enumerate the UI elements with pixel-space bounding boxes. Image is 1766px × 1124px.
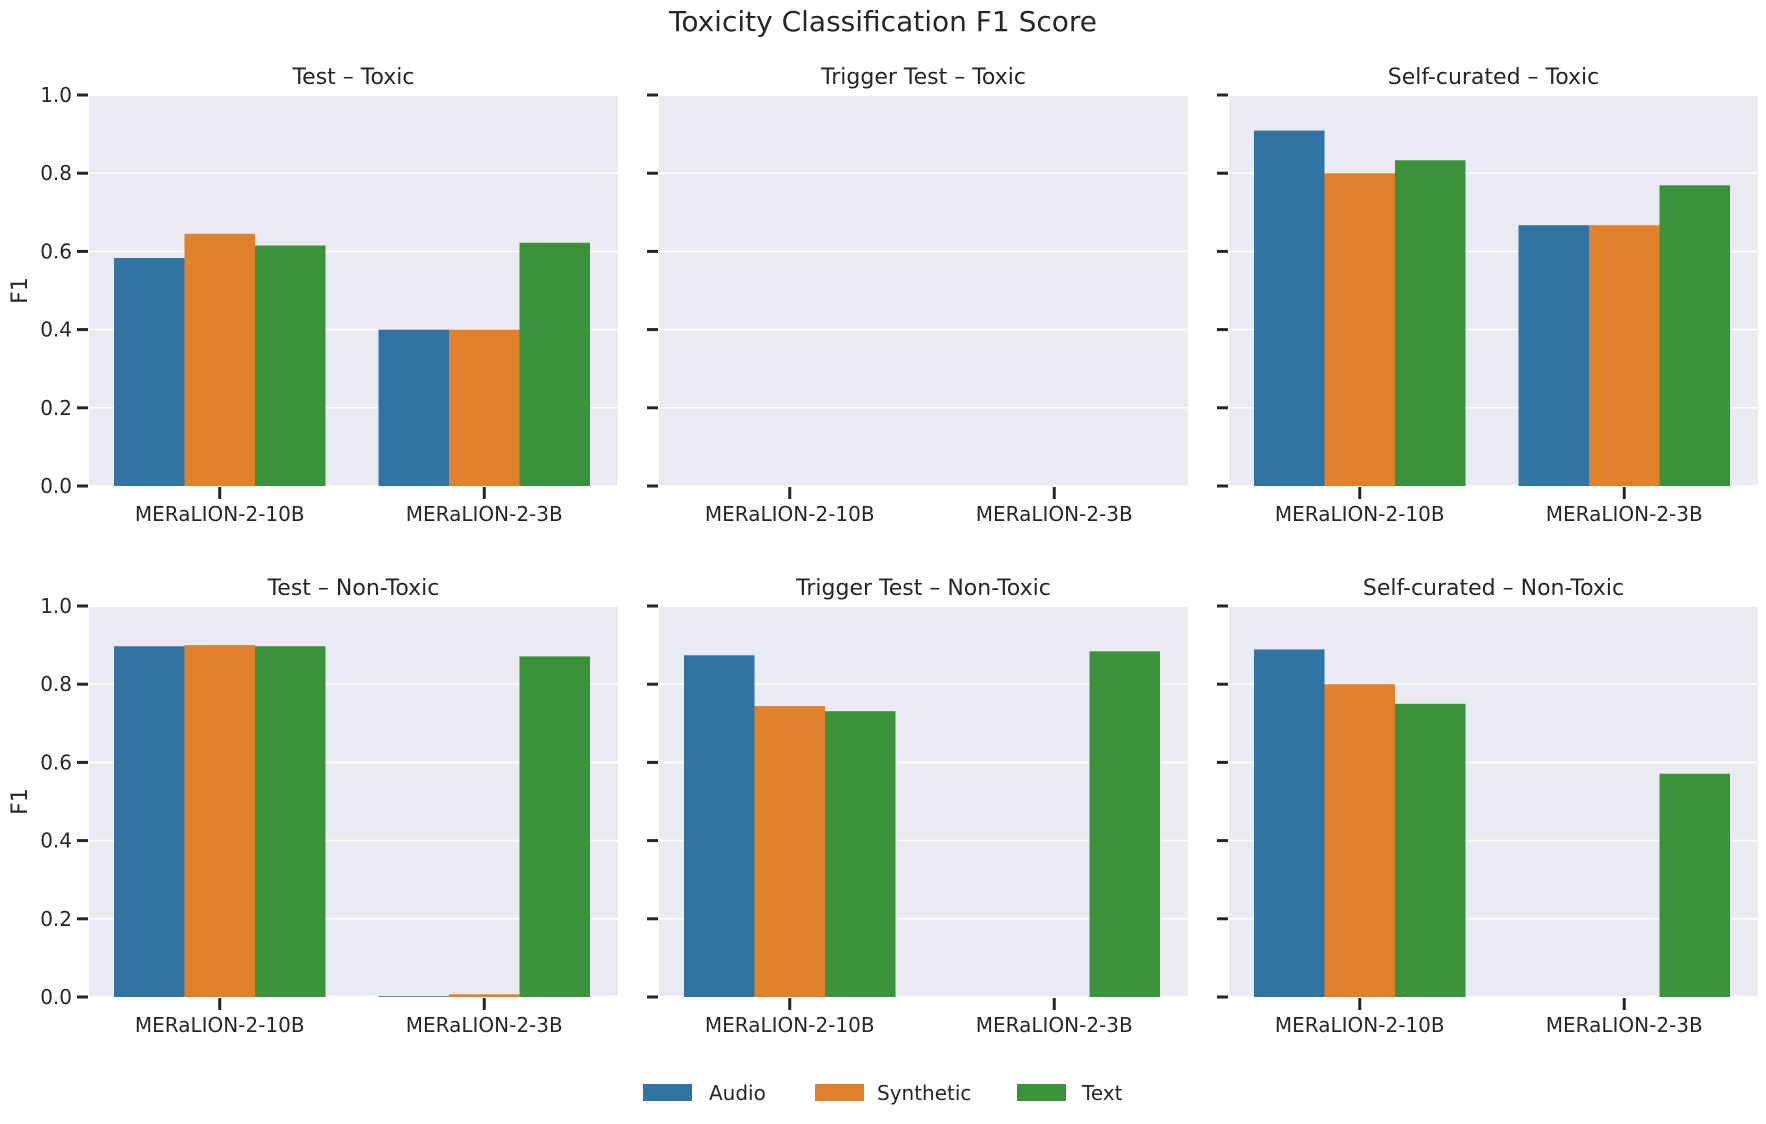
panel-title: Trigger Test – Toxic [820,65,1026,90]
panel-0: 0.0 0.2 0.4 0.6 0.8 1.0 MERaLION-2-10B MERaLION… [8,65,618,526]
panel-title: Self-curated – Toxic [1388,65,1599,90]
bar-text [825,711,896,997]
x-tick-label: MERaLION-2-3B [406,502,563,526]
legend-swatch-synthetic [815,1084,864,1101]
y-tick-label: 0.6 [40,239,72,263]
bar-synthetic [1324,684,1395,997]
bar-text [1395,160,1466,486]
x-tick-label: MERaLION-2-3B [976,1013,1133,1037]
legend-label-audio: Audio [709,1081,766,1105]
bar-audio [1254,649,1325,997]
y-tick-label: 0.0 [40,985,72,1009]
bar-audio [1254,130,1325,486]
panel-3: 0.0 0.2 0.4 0.6 0.8 1.0 MERaLION-2-10B MERaLION… [8,576,618,1037]
x-tick-label: MERaLION-2-3B [1546,502,1703,526]
bar-synthetic [1324,173,1395,486]
legend-swatch-text [1017,1084,1066,1101]
bar-text [1089,651,1160,997]
figure-title: Toxicity Classification F1 Score [668,5,1097,38]
y-tick-label: 0.6 [40,750,72,774]
panel-4: MERaLION-2-10B MERaLION-2-3B Trigger Test … [647,576,1188,1037]
panel-2: MERaLION-2-10B MERaLION-2-3B Self-curated … [1217,65,1758,526]
bar-audio [378,329,449,486]
bar-text [255,646,326,997]
x-tick-label: MERaLION-2-10B [1275,1013,1445,1037]
bar-synthetic [754,706,825,997]
bar-synthetic [449,994,520,997]
plot-background [659,95,1188,486]
x-tick-label: MERaLION-2-10B [705,1013,875,1037]
panel-title: Test – Non-Toxic [267,576,440,601]
x-tick-label: MERaLION-2-3B [976,502,1133,526]
bar-audio [114,646,185,997]
x-tick-label: MERaLION-2-3B [406,1013,563,1037]
bar-audio [114,258,185,486]
bar-synthetic [184,645,255,997]
bar-text [519,242,590,486]
x-tick-label: MERaLION-2-3B [1546,1013,1703,1037]
legend-swatch-audio [643,1084,692,1101]
y-tick-label: 0.4 [40,829,72,853]
bar-synthetic [449,329,520,486]
y-tick-label: 0.4 [40,318,72,342]
legend-label-synthetic: Synthetic [877,1081,971,1105]
panel-title: Test – Toxic [291,65,414,90]
bar-text [255,245,326,486]
bar-audio [1518,225,1589,486]
x-tick-label: MERaLION-2-10B [135,1013,305,1037]
bar-text [1395,703,1466,997]
bar-audio [684,655,755,997]
bar-audio [378,996,449,997]
legend-label-text: Text [1081,1081,1123,1105]
y-tick-label: 0.2 [40,396,72,420]
x-tick-label: MERaLION-2-10B [1275,502,1445,526]
x-tick-label: MERaLION-2-10B [135,502,305,526]
y-tick-label: 0.8 [40,161,72,185]
panel-5: MERaLION-2-10B MERaLION-2-3B Self-curated … [1217,576,1758,1037]
panel-title: Trigger Test – Non-Toxic [795,576,1051,601]
bar-synthetic [1589,225,1660,486]
bar-text [1659,773,1730,997]
y-tick-label: 0.8 [40,672,72,696]
bar-text [1659,185,1730,487]
x-tick-label: MERaLION-2-10B [705,502,875,526]
panel-title: Self-curated – Non-Toxic [1363,576,1624,601]
y-tick-label: 1.0 [40,594,72,618]
bar-synthetic [184,233,255,486]
y-axis-label: F1 [8,277,33,304]
legend: Audio Synthetic Text [643,1081,1123,1105]
panel-1: MERaLION-2-10B MERaLION-2-3B Trigger Test … [647,65,1188,526]
y-tick-label: 0.0 [40,474,72,498]
y-tick-label: 1.0 [40,83,72,107]
y-tick-label: 0.2 [40,907,72,931]
bar-text [519,656,590,997]
y-axis-label: F1 [8,788,33,815]
